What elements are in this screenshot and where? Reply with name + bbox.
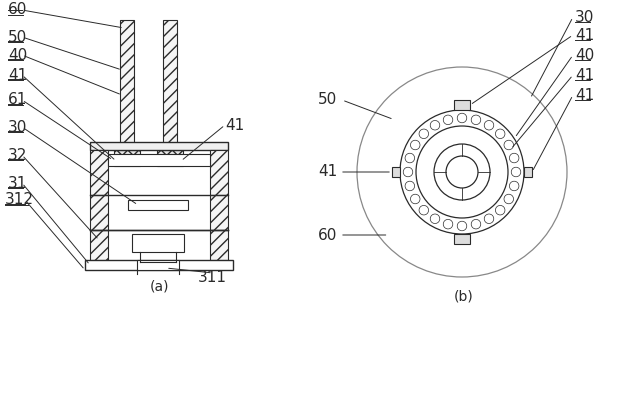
Bar [210, 230, 228, 260]
Bar [90, 195, 108, 230]
Circle shape [457, 221, 467, 231]
Text: 40: 40 [575, 47, 594, 62]
Bar [85, 260, 233, 270]
Text: 41: 41 [318, 164, 337, 179]
Circle shape [504, 140, 514, 150]
Text: 30: 30 [8, 119, 27, 134]
Circle shape [496, 205, 505, 215]
Bar [90, 142, 228, 150]
Text: 61: 61 [8, 92, 27, 107]
Circle shape [511, 167, 521, 177]
Circle shape [443, 115, 453, 125]
Text: 50: 50 [8, 30, 27, 45]
Text: 60: 60 [318, 228, 337, 243]
Bar [114, 150, 140, 166]
Bar [454, 100, 470, 110]
Circle shape [405, 153, 415, 163]
Circle shape [403, 167, 413, 177]
Circle shape [430, 120, 440, 130]
Circle shape [410, 140, 420, 150]
Circle shape [410, 194, 420, 204]
Bar [90, 230, 108, 260]
Bar [210, 195, 228, 230]
Bar [128, 200, 188, 210]
Text: (a): (a) [150, 280, 170, 294]
Circle shape [509, 153, 519, 163]
Circle shape [419, 205, 428, 215]
Circle shape [430, 214, 440, 224]
Bar [157, 150, 183, 166]
Circle shape [484, 214, 494, 224]
Circle shape [484, 120, 494, 130]
Bar [90, 150, 108, 195]
Text: 312: 312 [5, 192, 34, 207]
Text: 60: 60 [8, 2, 27, 17]
Bar [210, 150, 228, 195]
Text: 41: 41 [575, 28, 594, 43]
Circle shape [405, 181, 415, 191]
Text: 41: 41 [225, 117, 244, 132]
Bar [132, 234, 184, 252]
Text: 32: 32 [8, 147, 27, 162]
Bar [392, 167, 400, 177]
Bar [137, 260, 179, 270]
Text: (b): (b) [454, 290, 474, 304]
Text: 311: 311 [198, 269, 227, 284]
Circle shape [509, 181, 519, 191]
Text: 50: 50 [318, 92, 337, 107]
Bar [454, 234, 470, 244]
Bar [120, 20, 134, 150]
Text: 40: 40 [8, 47, 27, 62]
Bar [163, 20, 177, 150]
Text: 41: 41 [575, 87, 594, 102]
Text: 41: 41 [8, 68, 27, 83]
Circle shape [496, 129, 505, 139]
Bar [524, 167, 532, 177]
Circle shape [446, 156, 478, 188]
Text: 30: 30 [575, 9, 594, 24]
Circle shape [419, 129, 428, 139]
Text: 41: 41 [575, 68, 594, 83]
Circle shape [443, 220, 453, 229]
Bar [108, 154, 210, 166]
Text: 31: 31 [8, 175, 27, 190]
Circle shape [504, 194, 514, 204]
Circle shape [471, 220, 481, 229]
Circle shape [471, 115, 481, 125]
Circle shape [457, 113, 467, 123]
